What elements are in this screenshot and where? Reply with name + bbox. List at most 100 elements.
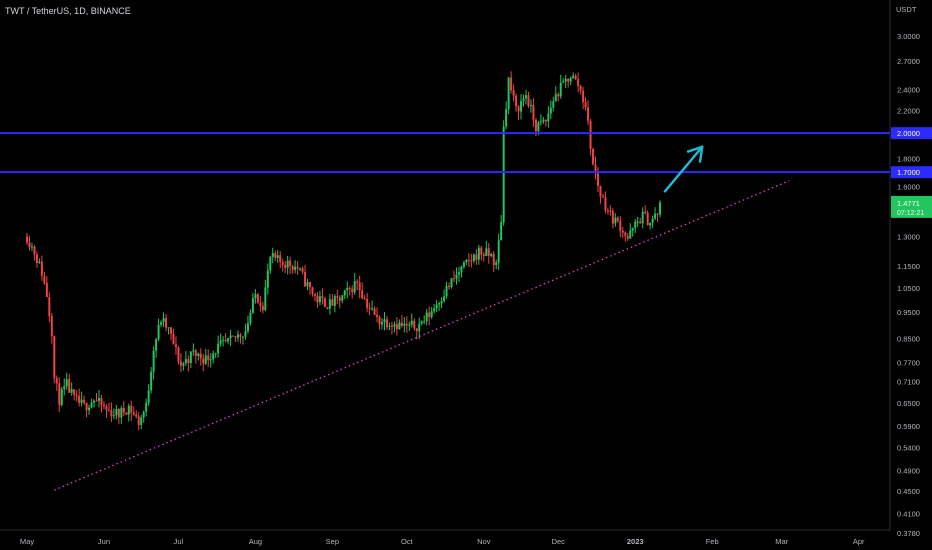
candle-body (460, 266, 463, 273)
candle-body (237, 334, 240, 338)
candle-body (194, 350, 197, 356)
candle-body (187, 359, 190, 364)
candle-body (157, 324, 160, 340)
candle-body (408, 324, 411, 326)
candle-body (189, 351, 192, 364)
candle-body (589, 120, 592, 149)
candle-body (264, 287, 267, 311)
candle-body (147, 390, 150, 403)
candle-body (105, 406, 108, 411)
candle-body (606, 210, 609, 212)
candle-body (232, 335, 235, 337)
candle-body (378, 316, 381, 325)
candle-body (639, 221, 642, 224)
candle-body (547, 113, 550, 122)
candle-body (40, 261, 43, 276)
price-tick-label: 0.7700 (897, 358, 920, 367)
price-tick-label: 0.5400 (897, 443, 920, 452)
up-arrow-head (686, 145, 704, 153)
candle-body (515, 95, 518, 107)
candle-body (90, 402, 93, 408)
candle-body (651, 218, 654, 223)
candle-body (472, 254, 475, 261)
candle-body (279, 255, 282, 262)
candle-body (75, 394, 78, 396)
candle-body (112, 415, 115, 417)
level-price-tag (891, 166, 932, 179)
price-axis-unit: USDT (896, 5, 917, 14)
candle-body (430, 311, 433, 318)
time-tick-label: 2023 (627, 537, 644, 546)
candle-body (289, 260, 292, 266)
candle-body (120, 407, 123, 418)
candle-body (311, 287, 314, 294)
candle-body (117, 408, 120, 418)
candle-body (249, 312, 252, 324)
time-tick-label: Jul (174, 537, 184, 546)
candle-body (584, 101, 587, 108)
candle-body (58, 383, 61, 406)
candle-body (492, 254, 495, 266)
candle-body (497, 240, 500, 263)
candle-body (224, 340, 227, 342)
candle-body (172, 333, 175, 345)
candle-body (328, 299, 331, 309)
candle-body (309, 282, 312, 288)
candle-body (552, 101, 555, 108)
candle-body (304, 271, 307, 287)
candle-body (624, 232, 627, 236)
candle-body (529, 105, 532, 107)
candle-body (390, 325, 393, 327)
candle-body (485, 248, 488, 257)
candle-body (644, 211, 647, 213)
time-tick-label: Jun (98, 537, 110, 546)
candle-body (517, 106, 520, 112)
candle-body (219, 340, 222, 344)
candle-body (634, 221, 637, 229)
candle-body (341, 295, 344, 301)
candle-body (614, 217, 617, 224)
price-tick-label: 0.5900 (897, 422, 920, 431)
candle-body (182, 363, 185, 366)
candle-body (356, 281, 359, 283)
candle-body (184, 359, 187, 364)
candle-body (130, 405, 133, 413)
level-price-tag (891, 127, 932, 140)
level-price-label: 2.0000 (897, 129, 920, 138)
candle-body (323, 298, 326, 308)
candle-body (53, 336, 56, 379)
candle-body (572, 75, 575, 78)
candle-body (63, 386, 66, 390)
candle-body (35, 254, 38, 263)
candle-body (659, 202, 662, 215)
candle-body (569, 77, 572, 82)
candle-body (487, 248, 490, 256)
candle-body (142, 411, 145, 418)
candle-body (137, 416, 140, 425)
candle-body (73, 389, 76, 395)
candle-body (321, 296, 324, 299)
candle-body (222, 340, 225, 342)
price-tick-label: 1.6000 (897, 183, 920, 192)
candle-body (241, 336, 244, 338)
candle-body (455, 274, 458, 279)
candle-body (490, 254, 493, 256)
candle-body (97, 398, 100, 401)
candle-body (470, 260, 473, 262)
candle-body (574, 75, 577, 80)
candle-body (192, 350, 195, 352)
candle-body (38, 261, 41, 263)
candle-body (450, 278, 453, 288)
candle-body (26, 236, 28, 243)
candle-body (291, 265, 294, 270)
time-tick-label: Mar (775, 537, 788, 546)
candle-body (207, 355, 210, 361)
candle-body (385, 319, 388, 328)
price-tick-label: 2.4000 (897, 85, 920, 94)
candle-body (477, 247, 480, 260)
candle-body (155, 339, 158, 351)
candle-body (619, 220, 622, 231)
candle-body (621, 230, 624, 233)
